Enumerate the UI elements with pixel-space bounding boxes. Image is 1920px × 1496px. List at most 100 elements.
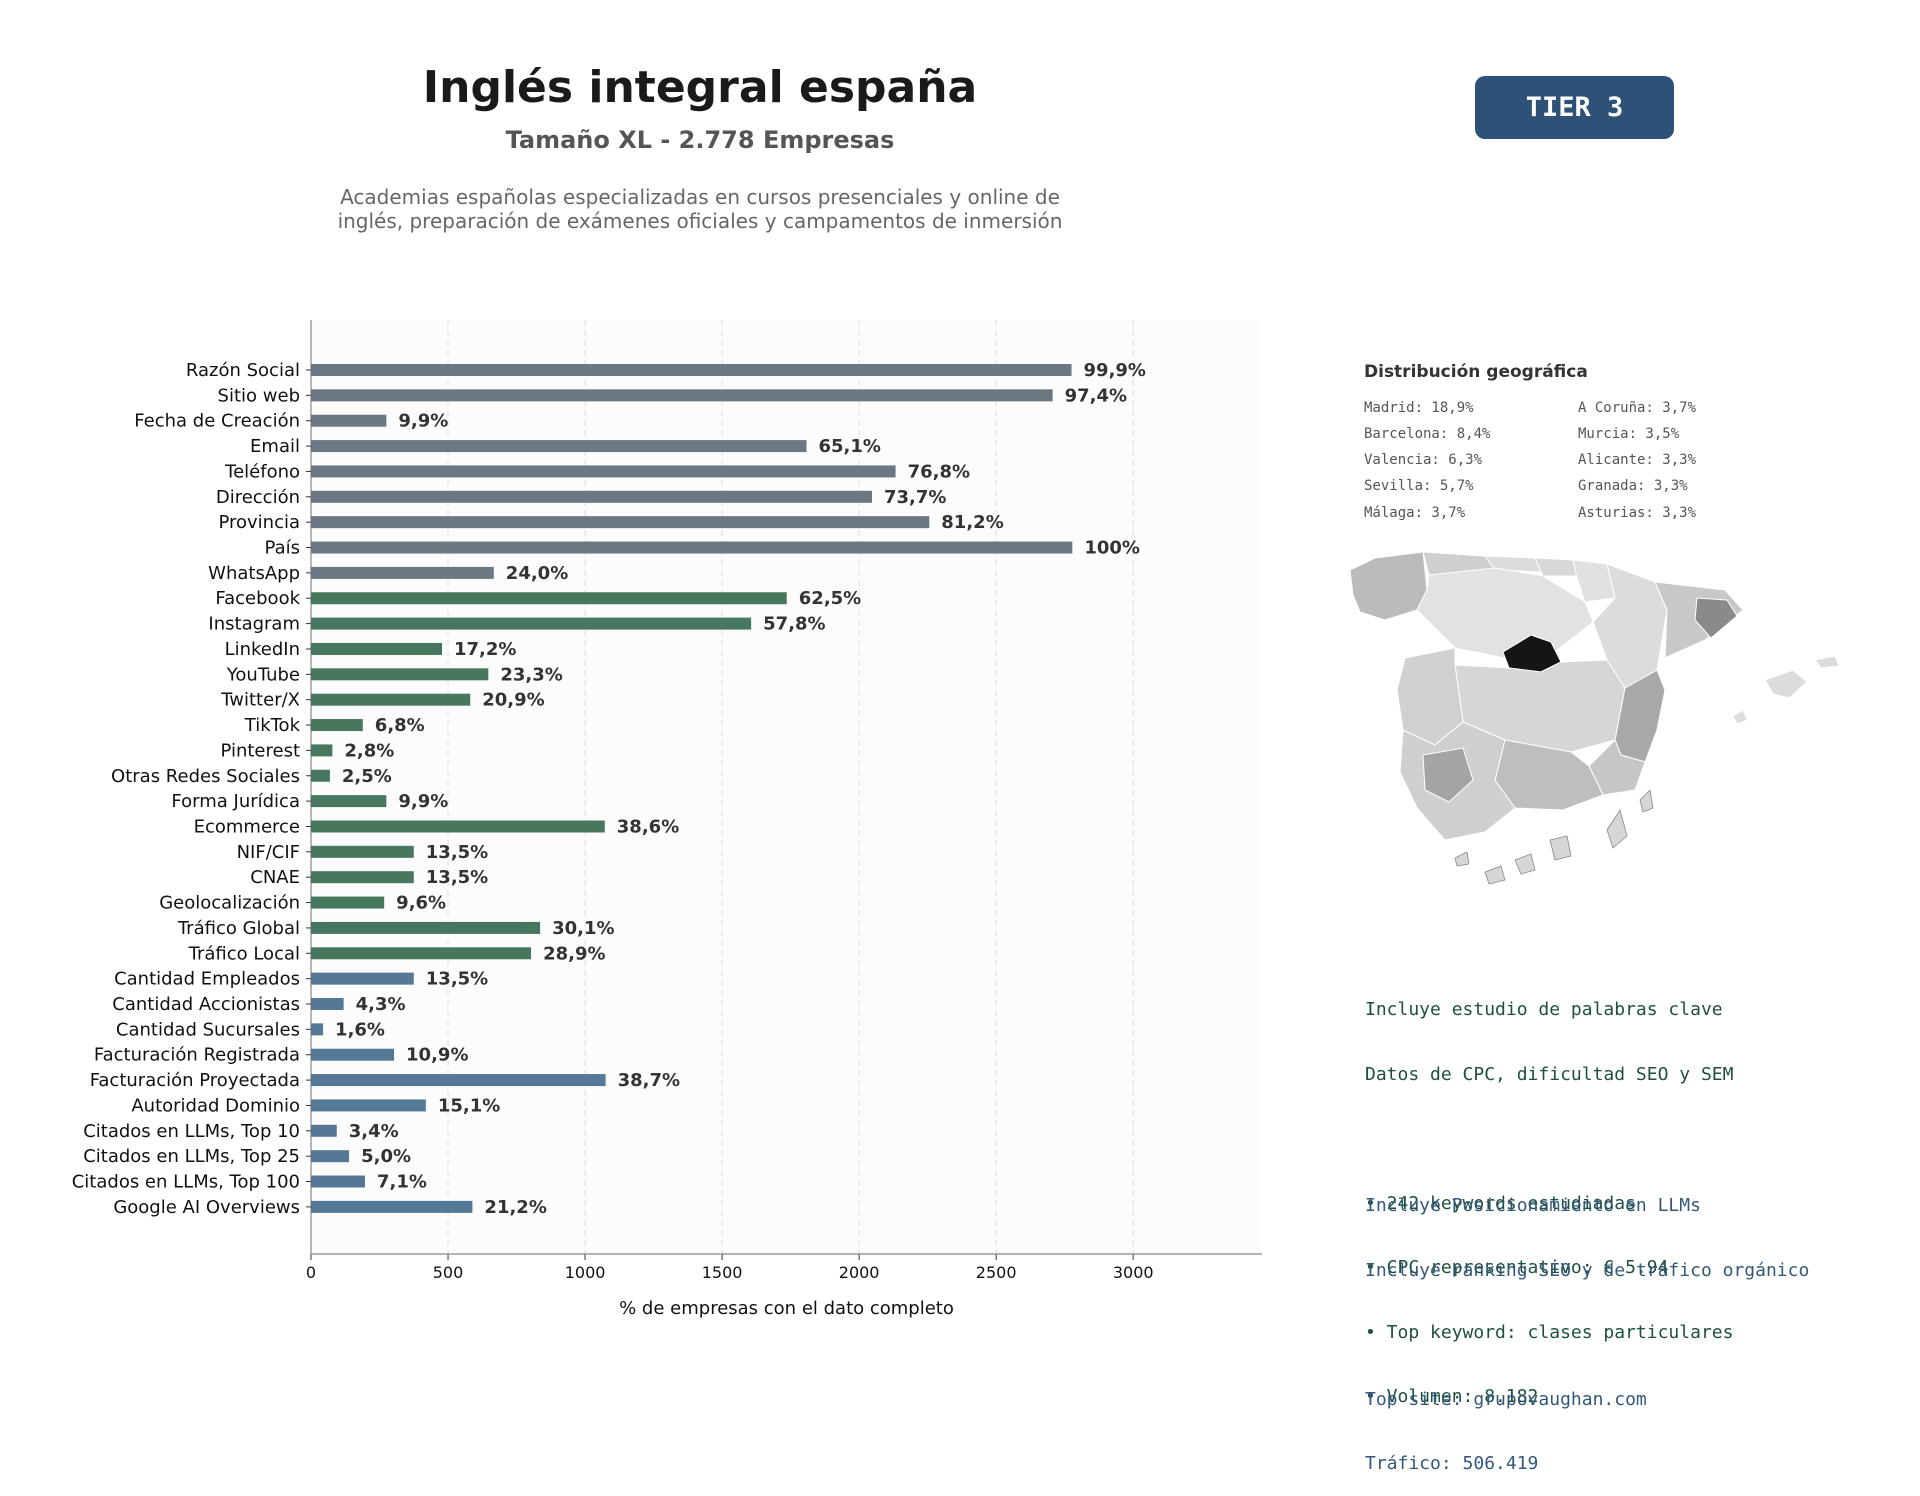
bar xyxy=(311,389,1053,402)
data-label: 10,9% xyxy=(406,1045,468,1066)
data-label: 20,9% xyxy=(482,690,544,711)
category-label: Otras Redes Sociales xyxy=(111,766,300,787)
bar xyxy=(311,1099,426,1112)
category-label: NIF/CIF xyxy=(237,842,300,863)
geo-item: Sevilla: 5,7% xyxy=(1364,478,1474,494)
bar xyxy=(311,693,471,706)
geo-item: Madrid: 18,9% xyxy=(1364,400,1474,416)
bar xyxy=(311,1150,350,1163)
keywords-line: • CPC representativo: € 5.94 xyxy=(1365,1257,1669,1278)
data-label: 57,8% xyxy=(763,614,825,635)
category-label: Instagram xyxy=(208,614,300,635)
data-label: 3,4% xyxy=(349,1121,399,1142)
geo-item: Murcia: 3,5% xyxy=(1578,426,1680,442)
category-label: Ecommerce xyxy=(194,816,300,837)
data-label: 76,8% xyxy=(908,461,970,482)
x-axis-title: % de empresas con el dato completo xyxy=(619,1298,954,1319)
bar xyxy=(311,516,930,529)
data-label: 38,6% xyxy=(617,816,679,837)
map-region-menorca xyxy=(1814,655,1840,669)
data-label: 13,5% xyxy=(426,842,488,863)
category-label: Fecha de Creación xyxy=(134,411,300,432)
llm-info: Incluye Posicionamiento en LLMs Incluye … xyxy=(1365,1152,1809,1496)
llm-line: Top site: grupovaughan.com xyxy=(1365,1388,1647,1410)
category-label: Sitio web xyxy=(218,385,300,406)
bar xyxy=(311,795,387,808)
geo-item: Barcelona: 8,4% xyxy=(1364,426,1491,442)
category-label: Email xyxy=(250,436,300,457)
bar xyxy=(311,871,414,884)
data-label: 1,6% xyxy=(335,1019,385,1040)
category-label: Facebook xyxy=(215,588,300,609)
category-label: Cantidad Sucursales xyxy=(116,1019,300,1040)
llm-line xyxy=(1365,1324,1809,1346)
bar xyxy=(311,465,896,478)
geo-item: Málaga: 3,7% xyxy=(1364,505,1466,521)
geo-item: A Coruña: 3,7% xyxy=(1578,400,1697,416)
bar xyxy=(311,845,414,858)
data-label: 9,9% xyxy=(398,411,448,432)
data-label: 5,0% xyxy=(361,1146,411,1167)
x-tick-label: 1500 xyxy=(702,1263,743,1282)
description-line: inglés, preparación de exámenes oficiale… xyxy=(337,209,1063,233)
x-tick-label: 2500 xyxy=(976,1263,1017,1282)
bar xyxy=(311,490,873,503)
geo-item: Asturias: 3,3% xyxy=(1578,505,1697,521)
llm-line: Tráfico: 506.419 xyxy=(1365,1453,1539,1474)
tier-badge: TIER 3 xyxy=(1475,76,1674,139)
page-subtitle: Tamaño XL - 2.778 Empresas xyxy=(505,126,895,154)
data-label: 24,0% xyxy=(506,563,568,584)
category-label: Citados en LLMs, Top 10 xyxy=(83,1121,300,1142)
keywords-info: Incluye estudio de palabras clave Datos … xyxy=(1365,956,1733,1429)
data-label: 9,6% xyxy=(396,893,446,914)
keywords-line: Datos de CPC, dificultad SEO y SEM xyxy=(1365,1063,1734,1085)
bar xyxy=(311,719,363,732)
page-description: Academias españolas especializadas en cu… xyxy=(300,185,1100,233)
bar xyxy=(311,820,605,833)
map-region-canarias xyxy=(1454,789,1654,885)
bar xyxy=(311,1200,473,1213)
bar xyxy=(311,947,532,960)
category-label: WhatsApp xyxy=(208,563,300,584)
x-tick-label: 1000 xyxy=(565,1263,606,1282)
map-region-navarra xyxy=(1572,559,1616,603)
map-region-sevilla xyxy=(1422,747,1474,803)
data-label: 4,3% xyxy=(356,994,406,1015)
data-label: 81,2% xyxy=(941,512,1003,533)
map-region-baleares xyxy=(1764,669,1808,699)
data-label: 28,9% xyxy=(543,943,605,964)
bar xyxy=(311,414,387,427)
data-label: 17,2% xyxy=(454,639,516,660)
category-label: Facturación Registrada xyxy=(94,1045,300,1066)
geo-item: Alicante: 3,3% xyxy=(1578,452,1697,468)
llm-line: Incluye ranking SEO y de tráfico orgánic… xyxy=(1365,1259,1810,1281)
category-label: Citados en LLMs, Top 25 xyxy=(83,1146,300,1167)
category-label: Cantidad Accionistas xyxy=(112,994,300,1015)
category-label: Tráfico Local xyxy=(188,943,300,964)
map-region-barcelona xyxy=(1694,597,1738,639)
category-label: Cantidad Empleados xyxy=(114,969,300,990)
data-label: 21,2% xyxy=(484,1197,546,1218)
page-title: Inglés integral españa xyxy=(422,62,978,113)
category-label: Facturación Proyectada xyxy=(90,1070,300,1091)
keywords-line: • Top keyword: clases particulares xyxy=(1365,1321,1734,1343)
map-region-basque xyxy=(1534,557,1578,577)
data-label: 2,5% xyxy=(342,766,392,787)
bar xyxy=(311,364,1072,376)
bar xyxy=(311,592,787,605)
category-label: Citados en LLMs, Top 100 xyxy=(72,1172,300,1193)
map-region-andalucia-east xyxy=(1494,739,1604,811)
category-label: Pinterest xyxy=(220,740,300,761)
bar xyxy=(311,1074,606,1087)
bar xyxy=(311,896,385,909)
category-label: YouTube xyxy=(226,664,300,685)
bar xyxy=(311,921,541,934)
geo-title: Distribución geográfica xyxy=(1364,362,1588,382)
category-label: Geolocalización xyxy=(159,893,300,914)
keywords-line xyxy=(1365,1128,1733,1150)
category-label: Google AI Overviews xyxy=(113,1197,300,1218)
data-label: 2,8% xyxy=(344,740,394,761)
bar xyxy=(311,744,333,757)
data-label: 100% xyxy=(1084,538,1140,559)
bar xyxy=(311,1023,324,1036)
